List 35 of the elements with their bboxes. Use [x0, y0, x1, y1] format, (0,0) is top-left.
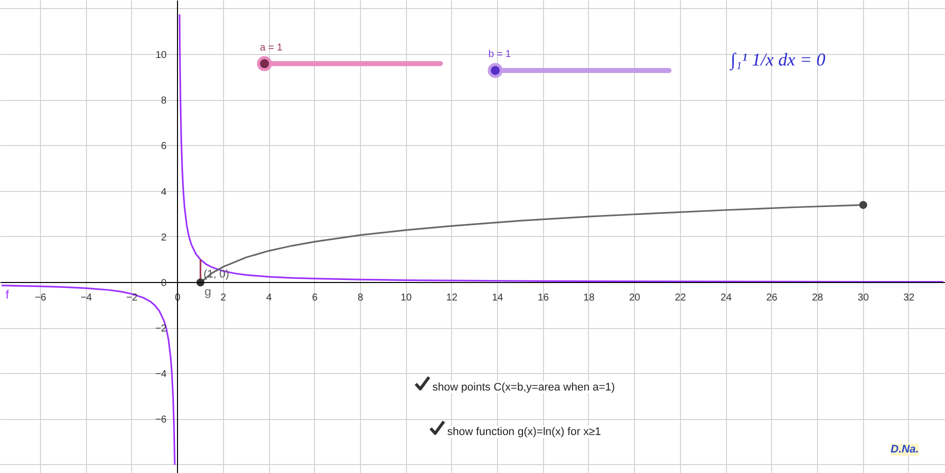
- series-label: g: [204, 284, 212, 298]
- x-tick-label: −6: [34, 292, 47, 304]
- x-tick-label: 32: [903, 292, 915, 304]
- x-tick-label: 30: [858, 292, 870, 304]
- annotation: b = 1: [488, 49, 512, 60]
- x-tick-label: 22: [674, 292, 686, 304]
- x-tick-label: −4: [80, 292, 92, 304]
- annotation: show points C(x=b,y=area when a=1): [432, 381, 615, 394]
- x-tick-label: 4: [266, 292, 272, 304]
- x-tick-label: 12: [446, 292, 458, 304]
- y-tick-label: −2: [155, 324, 168, 335]
- y-tick-label: −4: [155, 369, 168, 380]
- x-tick-label: 18: [583, 292, 595, 304]
- y-tick-label: 2: [161, 232, 168, 244]
- x-tick-label: 10: [400, 292, 412, 304]
- annotation: show function g(x)=ln(x) for x≥1: [447, 426, 601, 438]
- y-tick-label: 10: [155, 50, 168, 62]
- x-tick-label: 2: [220, 292, 227, 304]
- x-tick-label: 28: [812, 292, 824, 304]
- y-tick-label: 6: [161, 141, 168, 152]
- x-tick-label: 26: [766, 292, 778, 304]
- series-label: f: [6, 287, 10, 302]
- annotation: D.Na.: [890, 444, 919, 456]
- x-tick-label: 14: [492, 292, 504, 304]
- x-tick-label: 8: [358, 292, 364, 304]
- x-tick-label: 20: [629, 292, 641, 304]
- y-tick-label: −6: [155, 414, 168, 426]
- x-tick-label: 16: [538, 292, 550, 304]
- x-tick-label: −2: [126, 292, 138, 304]
- annotation: ∫₁¹ 1/x dx = 0: [730, 49, 826, 70]
- x-tick-label: 24: [720, 292, 732, 304]
- x-tick-label: 6: [312, 292, 318, 304]
- y-tick-label: 8: [161, 96, 168, 107]
- y-tick-label: 4: [161, 186, 168, 198]
- annotation: a = 1: [260, 42, 283, 54]
